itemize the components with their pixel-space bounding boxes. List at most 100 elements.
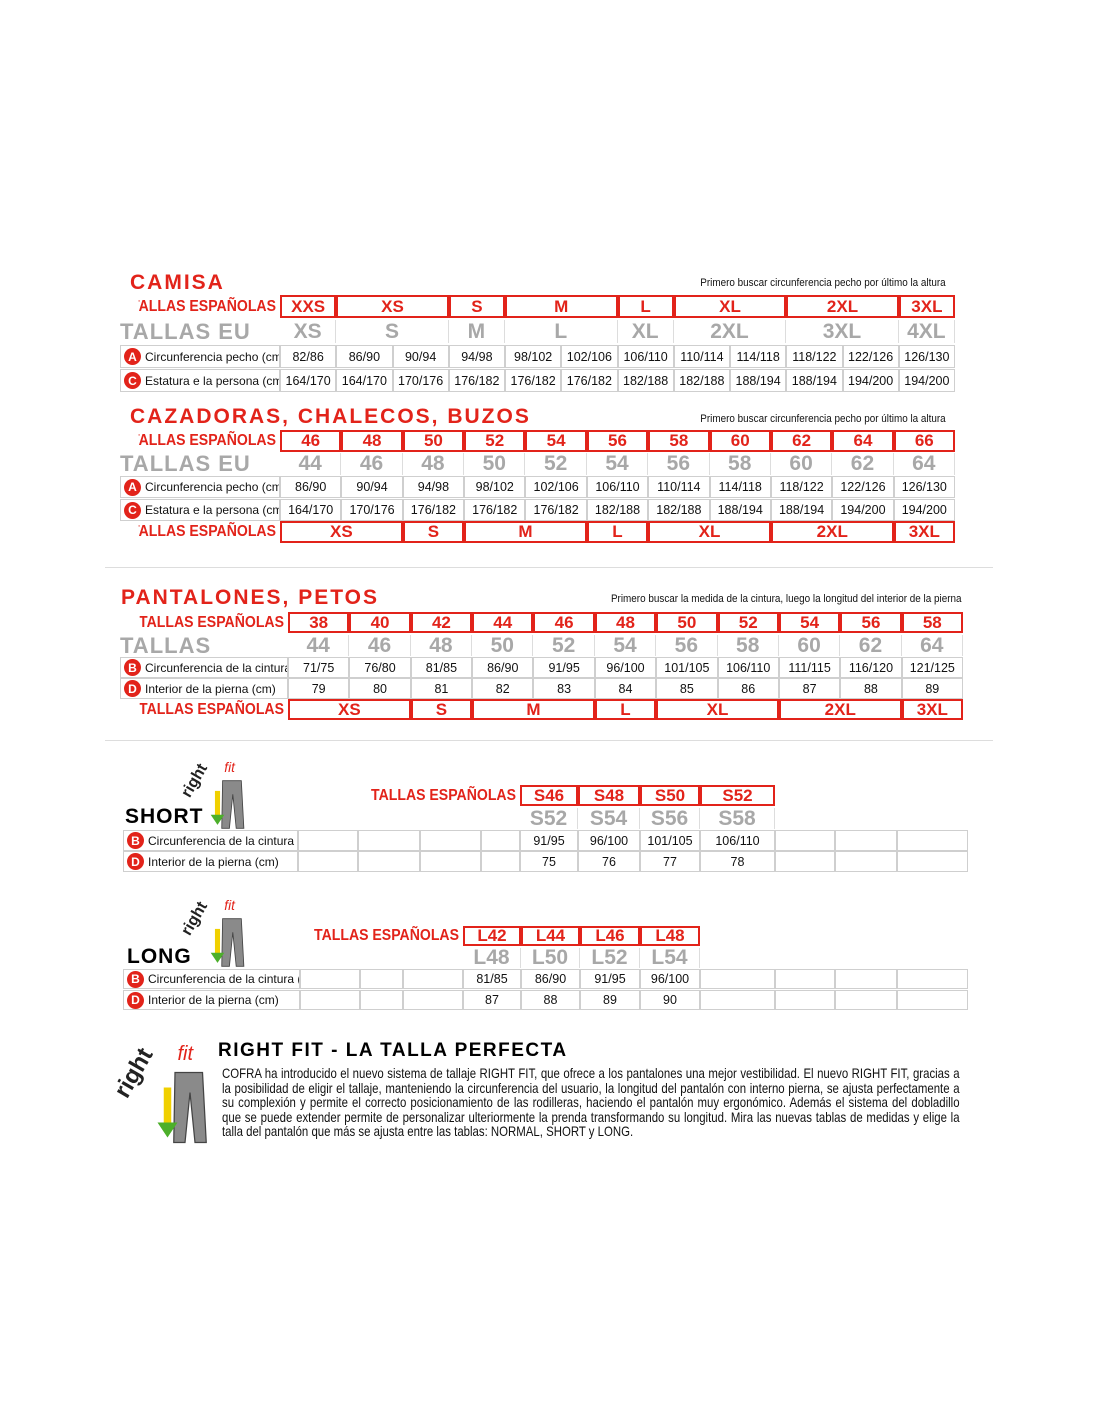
es-size: 62 — [770, 430, 833, 452]
cell: 94/98 — [448, 345, 505, 368]
row-letter: D — [124, 680, 141, 697]
cell: 96/100 — [594, 657, 657, 678]
es-size: 3XL — [901, 699, 963, 720]
logo-fit: fit — [177, 1042, 194, 1065]
cell: 101/105 — [640, 830, 700, 851]
cell: 89 — [901, 678, 963, 699]
es-size: M — [472, 699, 595, 720]
es-size: L — [617, 295, 674, 318]
cell: 176/182 — [402, 499, 465, 521]
es-size: 3XL — [898, 295, 955, 318]
cell: 106/110 — [700, 830, 775, 851]
es-label: TALLAS ESPAÑOLAS — [138, 523, 276, 540]
row-label: Estatura e la persona (cm) — [120, 499, 280, 521]
es-size: 50 — [402, 430, 465, 452]
es-size: L46 — [580, 926, 640, 946]
es-size: 46 — [533, 612, 595, 633]
es-size: 46 — [280, 430, 342, 452]
cell: 176/182 — [525, 499, 587, 521]
cell: 86/90 — [472, 657, 534, 678]
empty-cell — [897, 990, 968, 1010]
cell: 182/188 — [586, 499, 649, 521]
es-size: S — [410, 699, 473, 720]
eu-size: 50 — [472, 635, 534, 656]
es-size: XS — [288, 699, 411, 720]
cell: 182/188 — [617, 369, 674, 392]
cell: 118/122 — [770, 476, 833, 498]
es-size: L44 — [521, 926, 580, 946]
right-fit-text: COFRA ha introducido el nuevo sistema de… — [222, 1065, 960, 1139]
empty-cell — [897, 830, 968, 851]
cell: 176/182 — [448, 369, 505, 392]
es-size: 54 — [525, 430, 587, 452]
cell: 111/115 — [778, 657, 841, 678]
eu-size: 64 — [902, 635, 963, 656]
cell: 106/110 — [586, 476, 649, 498]
cell: 81 — [410, 678, 473, 699]
row-label: Circunferencia de la cintura (cm) — [123, 969, 300, 989]
cell: 75 — [520, 851, 578, 872]
section-note: Primero buscar la medida de la cintura, … — [611, 593, 962, 605]
es-size: S48 — [578, 785, 640, 806]
empty-cell — [300, 969, 360, 989]
eu-size: 58 — [718, 635, 779, 656]
cell: 126/130 — [898, 345, 955, 368]
empty-cell — [300, 990, 360, 1010]
section-title: CAMISA — [130, 271, 225, 294]
row-letter: D — [127, 853, 144, 870]
cell: 122/126 — [832, 476, 894, 498]
es-size: 66 — [893, 430, 955, 452]
es-size: 58 — [648, 430, 710, 452]
es-size: S52 — [700, 785, 775, 806]
cell: 176/182 — [505, 369, 562, 392]
es-label: TALLAS ESPAÑOLAS — [138, 297, 276, 315]
cell: 91/95 — [520, 830, 578, 851]
cell: 194/200 — [893, 499, 955, 521]
cell: 98/102 — [505, 345, 562, 368]
empty-cell — [298, 851, 358, 872]
cell: 80 — [349, 678, 411, 699]
es-label: TALLAS ESPAÑOLAS — [139, 613, 284, 631]
eu-size: 44 — [280, 453, 342, 475]
row-label: Circunferencia pecho (cm) — [120, 345, 280, 368]
row-label: Estatura e la persona (cm) — [120, 369, 280, 392]
cell: 121/125 — [901, 657, 963, 678]
cell: 86/90 — [280, 476, 342, 498]
eu-size: XS — [280, 320, 337, 343]
eu-label: TALLAS EU — [120, 320, 251, 343]
logo-graphic — [210, 780, 245, 829]
empty-cell — [835, 990, 897, 1010]
row-letter: A — [124, 478, 141, 496]
cell: 85 — [656, 678, 718, 699]
cell: 188/194 — [730, 369, 787, 392]
es-size: S — [402, 521, 465, 543]
cell: 77 — [640, 851, 700, 872]
row-letter: B — [124, 659, 141, 676]
eu-size: 60 — [779, 635, 841, 656]
empty-cell — [420, 830, 481, 851]
cell: 81/85 — [463, 969, 521, 989]
es-size: L — [586, 521, 649, 543]
cell: 101/105 — [656, 657, 718, 678]
es-size: 2XL — [778, 699, 902, 720]
section-title: LONG — [127, 945, 192, 968]
row-label: Interior de la pierna (cm) — [123, 990, 300, 1010]
eu-size: 56 — [656, 635, 718, 656]
eu-size: 52 — [533, 635, 595, 656]
cell: 91/95 — [580, 969, 640, 989]
empty-cell — [358, 851, 420, 872]
es-size: 58 — [901, 612, 963, 633]
eu-size: 56 — [648, 453, 710, 475]
cell: 87 — [778, 678, 841, 699]
eu-size: 48 — [403, 453, 465, 475]
empty-cell — [360, 969, 403, 989]
es-size: XL — [673, 295, 787, 318]
right-fit-logo — [130, 1045, 218, 1145]
row-letter: B — [127, 970, 144, 988]
es-size: 64 — [832, 430, 894, 452]
empty-cell — [775, 990, 835, 1010]
row-label: Circunferencia de la cintura (cm) — [123, 830, 298, 851]
logo-fit: fit — [224, 898, 235, 914]
empty-cell — [835, 851, 897, 872]
